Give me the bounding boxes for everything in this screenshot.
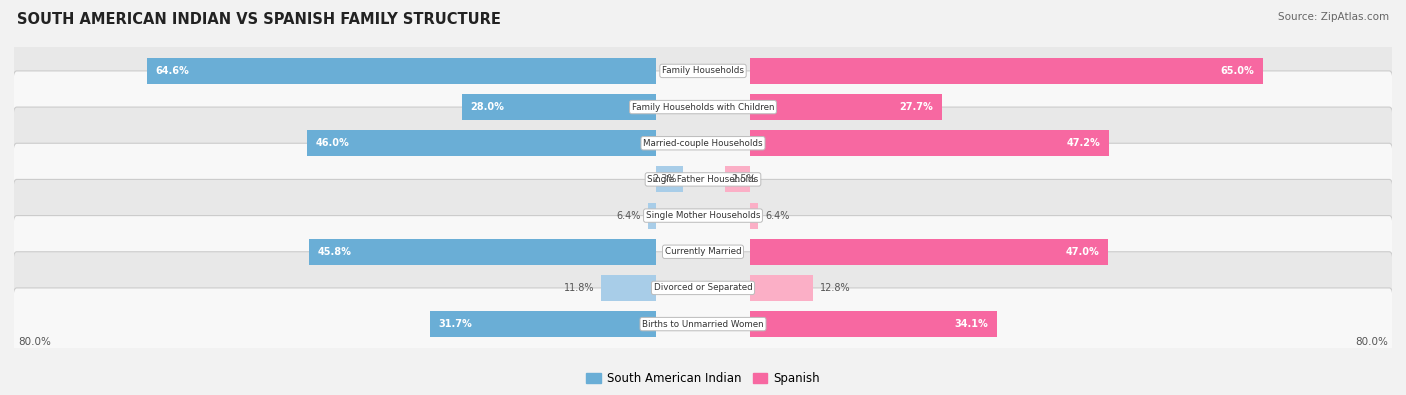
Text: Single Mother Households: Single Mother Households: [645, 211, 761, 220]
Text: 80.0%: 80.0%: [18, 337, 51, 346]
Text: 47.2%: 47.2%: [1067, 138, 1101, 148]
Text: 12.8%: 12.8%: [820, 283, 851, 293]
Bar: [751, 58, 1263, 84]
FancyBboxPatch shape: [13, 143, 1393, 216]
Bar: [146, 58, 655, 84]
Text: Divorced or Separated: Divorced or Separated: [654, 284, 752, 292]
Bar: [751, 311, 997, 337]
Text: Married-couple Households: Married-couple Households: [643, 139, 763, 148]
Legend: South American Indian, Spanish: South American Indian, Spanish: [582, 367, 824, 390]
Bar: [655, 166, 683, 192]
Bar: [751, 130, 1109, 156]
Text: 31.7%: 31.7%: [439, 319, 472, 329]
FancyBboxPatch shape: [13, 252, 1393, 324]
Text: Family Households with Children: Family Households with Children: [631, 103, 775, 111]
Text: 80.0%: 80.0%: [1355, 337, 1388, 346]
Bar: [308, 239, 655, 265]
Text: 2.5%: 2.5%: [731, 175, 756, 184]
Text: 46.0%: 46.0%: [315, 138, 349, 148]
FancyBboxPatch shape: [13, 35, 1393, 107]
Text: 28.0%: 28.0%: [471, 102, 505, 112]
Bar: [461, 94, 655, 120]
Text: 64.6%: 64.6%: [155, 66, 188, 76]
Bar: [430, 311, 655, 337]
FancyBboxPatch shape: [13, 179, 1393, 252]
FancyBboxPatch shape: [13, 216, 1393, 288]
Bar: [648, 203, 655, 229]
Text: 65.0%: 65.0%: [1220, 66, 1254, 76]
Text: Births to Unmarried Women: Births to Unmarried Women: [643, 320, 763, 329]
Bar: [751, 203, 758, 229]
Text: Source: ZipAtlas.com: Source: ZipAtlas.com: [1278, 12, 1389, 22]
Text: 2.3%: 2.3%: [652, 175, 676, 184]
FancyBboxPatch shape: [13, 71, 1393, 143]
Text: 6.4%: 6.4%: [765, 211, 789, 220]
FancyBboxPatch shape: [13, 107, 1393, 179]
Text: 47.0%: 47.0%: [1066, 247, 1099, 257]
Text: Single Father Households: Single Father Households: [647, 175, 759, 184]
Text: SOUTH AMERICAN INDIAN VS SPANISH FAMILY STRUCTURE: SOUTH AMERICAN INDIAN VS SPANISH FAMILY …: [17, 12, 501, 27]
Text: 27.7%: 27.7%: [900, 102, 934, 112]
Bar: [724, 166, 751, 192]
FancyBboxPatch shape: [13, 288, 1393, 360]
Bar: [602, 275, 655, 301]
Text: Family Households: Family Households: [662, 66, 744, 75]
Bar: [751, 239, 1108, 265]
Bar: [751, 94, 942, 120]
Text: 6.4%: 6.4%: [617, 211, 641, 220]
Bar: [751, 275, 813, 301]
Text: Currently Married: Currently Married: [665, 247, 741, 256]
Text: 11.8%: 11.8%: [564, 283, 595, 293]
Bar: [307, 130, 655, 156]
Text: 34.1%: 34.1%: [955, 319, 988, 329]
Text: 45.8%: 45.8%: [318, 247, 352, 257]
